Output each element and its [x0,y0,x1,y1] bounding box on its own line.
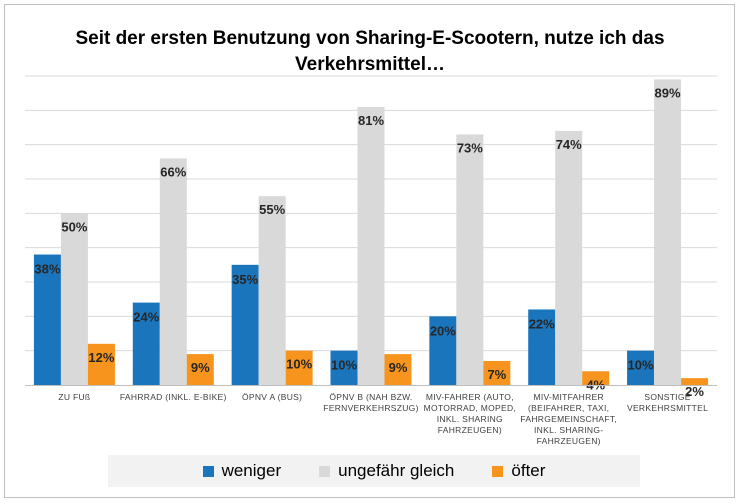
category-label: MIV-MITFAHRER [533,392,604,402]
value-label: 55% [259,202,285,217]
legend-label-ungefaehr-gleich: ungefähr gleich [338,461,455,480]
value-label: 73% [457,140,483,155]
bar-weniger [330,350,358,385]
bar-oefter [87,343,115,385]
bar-ungefaehr-gleich [258,196,286,385]
category-label: MOTORRAD, MOPED, [424,403,516,413]
legend-swatch-oefter [492,465,504,477]
bar-oefter [186,354,214,385]
value-label: 20% [430,323,456,338]
bars [33,79,709,386]
category-label: SONSTIGE [644,392,690,402]
bar-weniger [627,350,655,385]
bar-weniger [33,254,61,385]
value-label: 10% [286,357,312,372]
legend: weniger ungefähr gleich öfter [108,455,640,487]
value-label: 9% [191,360,210,375]
bar-weniger [231,264,259,385]
value-label: 66% [160,164,186,179]
bar-weniger [132,302,160,385]
legend-item-weniger: weniger [202,461,282,481]
category-label: ÖPNV B (NAH BZW. [329,392,412,402]
bar-ungefaehr-gleich [357,106,385,386]
legend-item-oefter: öfter [492,461,545,481]
value-label: 10% [331,358,357,373]
value-label: 7% [487,367,506,382]
value-label: 10% [628,358,654,373]
bar-ungefaehr-gleich [456,134,484,385]
legend-item-ungefaehr-gleich: ungefähr gleich [319,461,454,481]
bar-ungefaehr-gleich [555,130,583,385]
value-label: 4% [586,377,605,392]
chart-title-line-2: Verkehrsmittel… [295,54,445,75]
bar-ungefaehr-gleich [654,79,682,385]
bar-oefter [681,378,709,385]
bar-oefter [285,350,313,385]
category-label: INKL. SHARING- [534,425,603,435]
bar-weniger [528,309,556,385]
chart-title-line-1: Seit der ersten Benutzung von Sharing-E-… [75,28,665,49]
chart-title: Seit der ersten Benutzung von Sharing-E-… [60,26,680,78]
legend-label-oefter: öfter [511,461,546,480]
bar-oefter [483,360,511,385]
value-label: 9% [389,360,408,375]
value-label: 89% [655,85,681,100]
category-label: FAHRGEMEINSCHAFT, [520,414,617,424]
value-label: 22% [529,316,555,331]
bar-ungefaehr-gleich [60,213,88,385]
category-labels: ZU FUß FAHRRAD (INKL. E-BIKE) ÖPNV A (BUS)… [58,392,708,446]
value-label: 38% [34,262,60,277]
value-labels: 38% 50% 12% 24% 66% 9% 35% 55% 10% 10% 81% 9% 20% 73%… [34,85,704,399]
value-label: 12% [88,350,114,365]
category-label: FERNVERKEHRSZUG) [323,403,418,413]
category-label: VERKEHRSMITTEL [627,403,708,413]
value-label: 24% [133,310,159,325]
bar-oefter [582,371,610,385]
category-label: ZU FUß [58,392,90,402]
legend-swatch-weniger [202,465,214,477]
legend-label-weniger: weniger [221,461,282,480]
category-label: INKL. SHARING [437,414,503,424]
category-label: FAHRZEUGEN) [537,436,601,446]
value-label: 81% [358,113,384,128]
category-label: MIV-FAHRER (AUTO, [426,392,514,402]
bar-weniger [429,316,457,385]
value-label: 35% [232,272,258,287]
bar-oefter [384,354,412,385]
category-label: (BEIFAHRER, TAXI, [528,403,609,413]
category-label: FAHRRAD (INKL. E-BIKE) [120,392,227,402]
value-label: 50% [61,219,87,234]
legend-swatch-ungefaehr-gleich [319,465,331,477]
category-label: ÖPNV A (BUS) [242,392,302,402]
bar-ungefaehr-gleich [159,158,187,385]
value-label: 74% [556,137,582,152]
value-label: 2% [685,384,704,399]
category-label: FAHRZEUGEN) [438,425,502,435]
